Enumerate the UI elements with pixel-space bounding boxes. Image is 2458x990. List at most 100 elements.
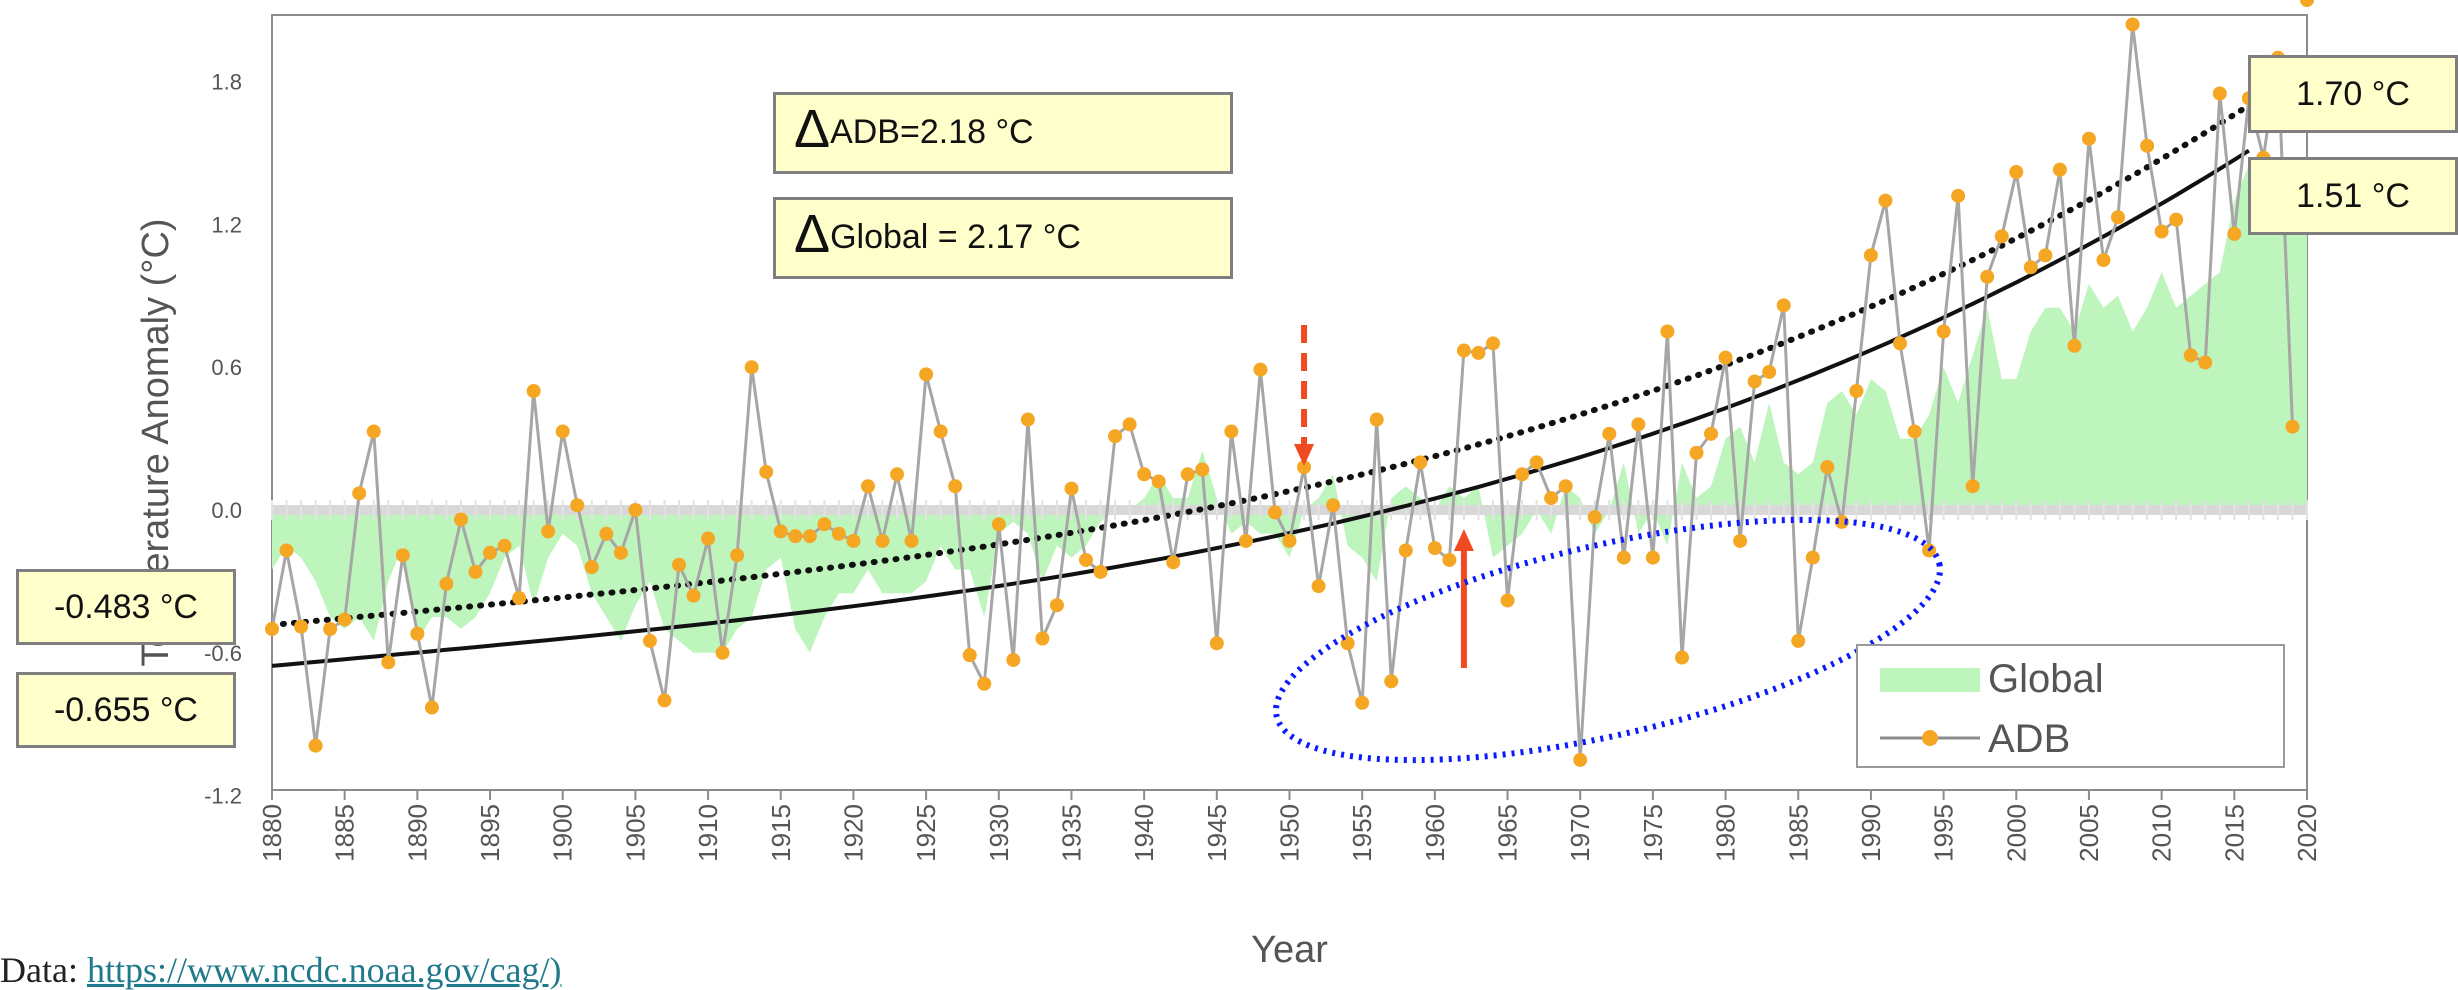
adb-point xyxy=(395,548,410,563)
delta-global-text: Global = 2.17 °C xyxy=(830,218,1081,256)
adb-point xyxy=(2009,165,2024,180)
x-tick-label: 2020 xyxy=(2292,804,2322,862)
adb-point xyxy=(744,360,759,375)
highlight-ellipse xyxy=(1273,516,1943,764)
x-tick-label: 1990 xyxy=(1856,804,1886,862)
adb-point xyxy=(628,503,643,517)
adb-point xyxy=(1282,533,1297,548)
x-tick-label: 1905 xyxy=(620,804,650,862)
adb-point xyxy=(584,560,599,575)
adb-point xyxy=(1108,429,1123,444)
x-tick-label: 2000 xyxy=(2001,804,2031,862)
adb-point xyxy=(686,588,701,603)
adb-point xyxy=(1079,552,1093,567)
adb-point xyxy=(541,524,556,539)
adb-point xyxy=(1674,650,1689,665)
adb-point xyxy=(1427,541,1442,556)
adb-point xyxy=(2285,419,2300,434)
adb-point xyxy=(2023,260,2038,275)
end-adb-callout: 1.70 °C xyxy=(2248,55,2458,133)
adb-point xyxy=(759,464,774,479)
adb-point xyxy=(1660,324,1675,339)
adb-point xyxy=(1326,498,1341,513)
adb-point xyxy=(1355,695,1370,710)
adb-point xyxy=(1238,533,1253,548)
adb-point xyxy=(2169,212,2184,227)
adb-point xyxy=(730,548,745,563)
legend-label-global: Global xyxy=(1988,657,2104,701)
adb-point xyxy=(453,512,468,527)
adb-point xyxy=(1413,455,1428,470)
adb-point xyxy=(1311,579,1326,594)
adb-point xyxy=(2198,355,2213,370)
x-tick-label: 2010 xyxy=(2147,804,2177,862)
adb-point xyxy=(555,424,570,439)
adb-point xyxy=(1805,550,1820,565)
adb-point xyxy=(1253,362,1268,377)
adb-point xyxy=(657,693,672,708)
start-global-callout: -0.655 °C xyxy=(16,672,236,748)
adb-point xyxy=(1137,467,1152,482)
adb-point xyxy=(1747,374,1762,389)
start-adb-callout: -0.483 °C xyxy=(16,569,236,645)
x-tick-label: 1970 xyxy=(1565,804,1595,862)
adb-point xyxy=(2038,248,2053,263)
x-tick-label: 1895 xyxy=(475,804,505,862)
adb-point xyxy=(933,424,948,439)
legend-label-adb: ADB xyxy=(1988,717,2070,761)
adb-point xyxy=(1529,455,1544,470)
delta-adb-callout: ΔADB=2.18 °C xyxy=(773,92,1233,174)
adb-point xyxy=(1544,491,1559,506)
adb-point xyxy=(1965,479,1980,494)
x-tick-label: 1960 xyxy=(1420,804,1450,862)
x-tick-label: 1885 xyxy=(330,804,360,862)
adb-point xyxy=(1878,193,1893,208)
adb-point xyxy=(672,557,686,572)
adb-point xyxy=(279,543,294,558)
adb-point xyxy=(1020,412,1035,427)
adb-point xyxy=(1820,460,1835,475)
x-axis-title: Year xyxy=(1251,929,1328,971)
adb-point xyxy=(512,591,527,606)
legend-box xyxy=(1856,644,2285,768)
legend-swatch-global xyxy=(1880,668,1980,692)
adb-point xyxy=(1994,229,2009,244)
adb-point xyxy=(526,384,541,398)
adb-point xyxy=(1500,593,1515,608)
adb-point xyxy=(1936,324,1951,339)
x-tick-label: 1920 xyxy=(838,804,868,862)
adb-point xyxy=(948,479,963,494)
data-source-link[interactable]: https://www.ncdc.noaa.gov/cag/) xyxy=(86,950,562,990)
adb-point xyxy=(1049,598,1064,613)
x-tick-label: 1925 xyxy=(911,804,941,862)
adb-point xyxy=(1195,462,1210,477)
adb-point xyxy=(1602,426,1617,441)
adb-point xyxy=(802,529,817,544)
adb-point xyxy=(1180,467,1195,482)
adb-point xyxy=(1776,298,1791,313)
adb-point xyxy=(1718,350,1733,365)
x-tick-label: 1930 xyxy=(984,804,1014,862)
adb-point xyxy=(2154,224,2169,239)
adb-point xyxy=(424,700,439,715)
dashed-arrow-head xyxy=(1294,444,1315,466)
legend-marker-adb xyxy=(1922,730,1938,746)
adb-point xyxy=(817,517,832,532)
adb-point xyxy=(991,517,1006,532)
adb-point xyxy=(1486,336,1500,351)
adb-point xyxy=(715,645,730,660)
adb-point xyxy=(265,622,279,636)
adb-point xyxy=(323,622,338,636)
adb-point xyxy=(337,612,352,627)
y-tick-label: 1.2 xyxy=(211,212,242,237)
y-tick-label: 0.6 xyxy=(211,355,242,380)
adb-point xyxy=(1587,510,1602,525)
adb-point xyxy=(1849,384,1864,398)
x-tick-label: 1900 xyxy=(548,804,578,862)
adb-point xyxy=(1704,426,1719,441)
delta-adb-text: ADB=2.18 °C xyxy=(830,113,1034,151)
trendline-global xyxy=(271,148,2250,668)
adb-point xyxy=(1166,555,1181,570)
y-tick-label: 0.0 xyxy=(211,498,242,523)
